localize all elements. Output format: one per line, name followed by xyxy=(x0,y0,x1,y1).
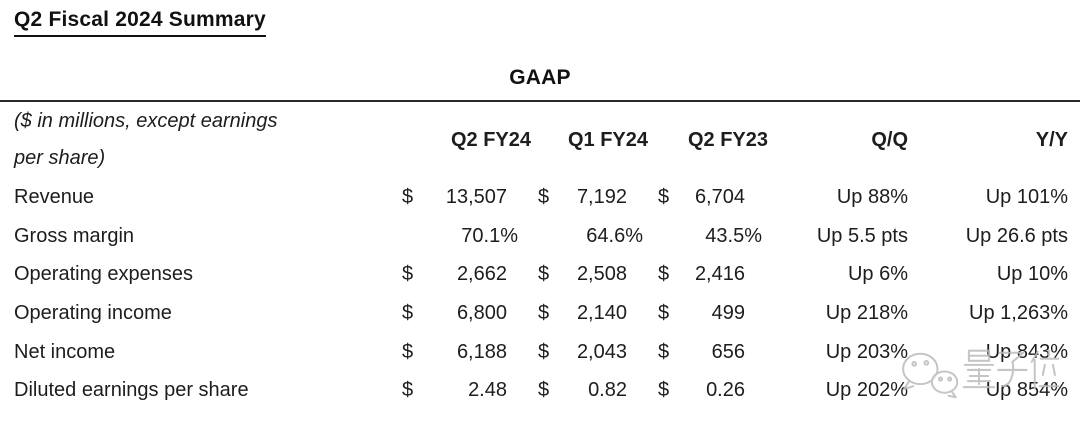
cell-q2fy23: $ 499 xyxy=(648,302,768,325)
cell-value: 2,662 xyxy=(456,263,507,286)
dollar-sign: $ xyxy=(402,379,414,402)
cell-value: 2.48 xyxy=(468,379,507,402)
cell-qq: Up 218% xyxy=(825,301,908,324)
cell-q2fy23: $ 6,704 xyxy=(648,186,768,209)
cell-value: 499 xyxy=(711,301,745,324)
column-header-q1fy24: Q1 FY24 xyxy=(567,128,648,151)
cell-value: 64.6% xyxy=(586,224,643,247)
cell-q1fy24: $ 0.82 xyxy=(531,379,648,402)
dollar-sign: $ xyxy=(538,379,550,402)
dollar-sign: $ xyxy=(658,185,670,208)
cell-value: 2,508 xyxy=(576,263,627,286)
cell-value: 70.1% xyxy=(461,224,518,247)
cell-q1fy24: $ 7,192 xyxy=(531,186,648,209)
table-row-diluted-eps: Diluted earnings per share $ 2.48 $ 0.82… xyxy=(0,371,1080,410)
cell-yy: Up 10% xyxy=(996,263,1068,286)
cell-q2fy23: $ 0.26 xyxy=(648,379,768,402)
cell-value: 6,188 xyxy=(456,340,507,363)
cell-value: 656 xyxy=(711,340,745,363)
cell-value: 0.26 xyxy=(706,379,745,402)
cell-yy: Up 1,263% xyxy=(969,301,1068,324)
cell-q2fy24: $ 2.48 xyxy=(400,379,531,402)
dollar-sign: $ xyxy=(538,263,550,286)
table-header-row: ($ in millions, except earnings per shar… xyxy=(0,102,1080,178)
cell-yy: Up 101% xyxy=(985,185,1068,208)
cell-yy: Up 843% xyxy=(985,340,1068,363)
table-row-net-income: Net income $ 6,188 $ 2,043 $ 656 Up 203%… xyxy=(0,333,1080,372)
row-label: Net income xyxy=(14,340,116,363)
cell-value: 6,704 xyxy=(694,185,745,208)
table-row-operating-expenses: Operating expenses $ 2,662 $ 2,508 $ 2,4… xyxy=(0,255,1080,294)
cell-q1fy24: $ 2,140 xyxy=(531,302,648,325)
unit-note: ($ in millions, except earnings per shar… xyxy=(0,103,400,177)
table-body: Revenue $ 13,507 $ 7,192 $ 6,704 Up 88% … xyxy=(0,178,1080,410)
header-divider xyxy=(0,100,1080,102)
cell-q2fy24: $ 6,800 xyxy=(400,302,531,325)
cell-qq: Up 5.5 pts xyxy=(816,224,908,247)
cell-q1fy24: $ 2,508 xyxy=(531,263,648,286)
row-label: Operating expenses xyxy=(14,263,194,286)
cell-value: 0.82 xyxy=(588,379,627,402)
cell-q2fy23: $ 656 xyxy=(648,341,768,364)
unit-note-line2: per share) xyxy=(14,147,106,169)
dollar-sign: $ xyxy=(538,301,550,324)
column-header-yy: Y/Y xyxy=(1035,128,1068,151)
dollar-sign: $ xyxy=(538,185,550,208)
cell-value: 13,507 xyxy=(445,185,507,208)
cell-q1fy24: $ 2,043 xyxy=(531,341,648,364)
column-header-q2fy24: Q2 FY24 xyxy=(450,128,531,151)
cell-q2fy24: $ 13,507 xyxy=(400,186,531,209)
dollar-sign: $ xyxy=(658,301,670,324)
dollar-sign: $ xyxy=(402,301,414,324)
row-label: Operating income xyxy=(14,301,172,324)
row-label: Diluted earnings per share xyxy=(14,379,249,402)
row-label: Gross margin xyxy=(14,224,135,247)
cell-qq: Up 6% xyxy=(847,263,908,286)
cell-value: 2,416 xyxy=(694,263,745,286)
cell-yy: Up 26.6 pts xyxy=(965,224,1068,247)
dollar-sign: $ xyxy=(402,263,414,286)
column-header-q2fy23: Q2 FY23 xyxy=(687,128,768,151)
table-group-header: GAAP xyxy=(509,66,571,89)
cell-q2fy23: $ 2,416 xyxy=(648,263,768,286)
dollar-sign: $ xyxy=(658,379,670,402)
table-row-operating-income: Operating income $ 6,800 $ 2,140 $ 499 U… xyxy=(0,294,1080,333)
table-row-revenue: Revenue $ 13,507 $ 7,192 $ 6,704 Up 88% … xyxy=(0,178,1080,217)
cell-yy: Up 854% xyxy=(985,379,1068,402)
cell-value: 2,140 xyxy=(576,301,627,324)
table-row-gross-margin: Gross margin 70.1% 64.6% 43.5% Up 5.5 pt… xyxy=(0,217,1080,256)
cell-q2fy24: $ 6,188 xyxy=(400,341,531,364)
dollar-sign: $ xyxy=(402,185,414,208)
cell-q2fy23: 43.5% xyxy=(648,225,768,248)
cell-value: 2,043 xyxy=(576,340,627,363)
cell-value: 6,800 xyxy=(456,301,507,324)
dollar-sign: $ xyxy=(402,340,414,363)
cell-q1fy24: 64.6% xyxy=(531,225,648,248)
cell-qq: Up 88% xyxy=(836,185,908,208)
cell-q2fy24: 70.1% xyxy=(400,225,531,248)
cell-q2fy24: $ 2,662 xyxy=(400,263,531,286)
page-title: Q2 Fiscal 2024 Summary xyxy=(14,8,266,37)
cell-value: 43.5% xyxy=(705,224,762,247)
cell-qq: Up 203% xyxy=(825,340,908,363)
unit-note-line1: ($ in millions, except earnings xyxy=(14,110,278,132)
cell-value: 7,192 xyxy=(576,185,627,208)
cell-qq: Up 202% xyxy=(825,379,908,402)
dollar-sign: $ xyxy=(538,340,550,363)
dollar-sign: $ xyxy=(658,340,670,363)
dollar-sign: $ xyxy=(658,263,670,286)
row-label: Revenue xyxy=(14,185,95,208)
column-header-qq: Q/Q xyxy=(871,128,908,151)
